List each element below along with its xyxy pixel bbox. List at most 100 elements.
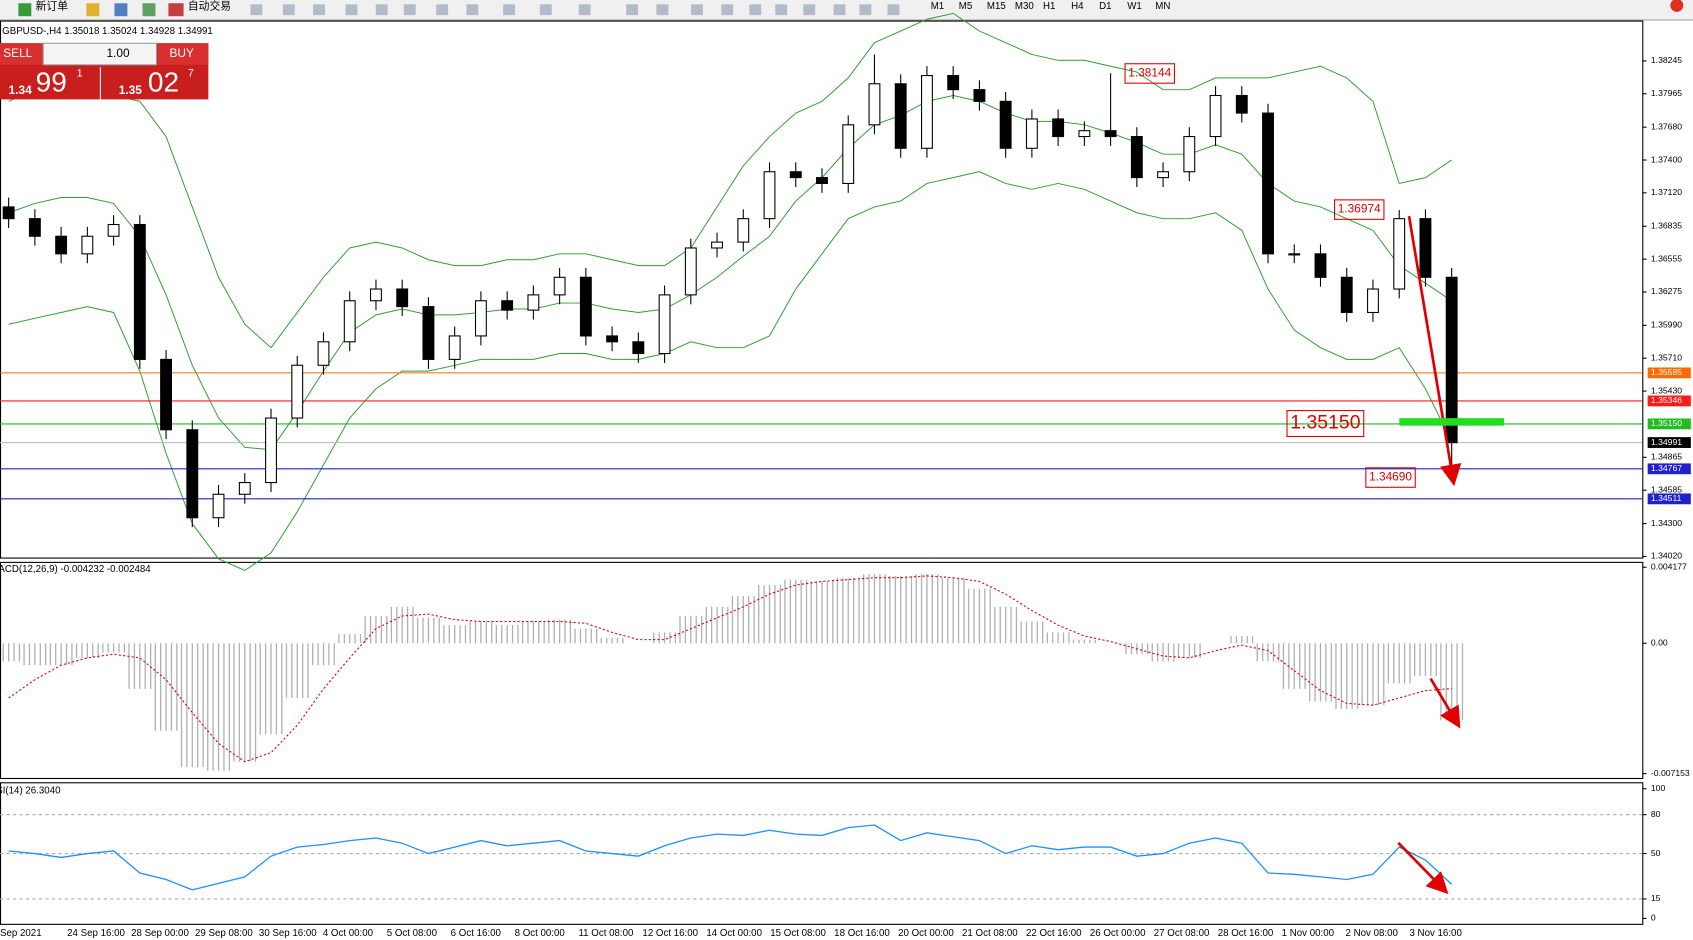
candle-body — [186, 429, 199, 519]
y-tick-label: 1.34020 — [1651, 551, 1682, 561]
tool-icon[interactable] — [142, 3, 156, 17]
timeframe[interactable]: D1 — [1099, 1, 1111, 12]
timeframe[interactable]: M30 — [1015, 1, 1034, 12]
tool-icon[interactable] — [539, 4, 552, 16]
y-tick-label: 0.004177 — [1651, 562, 1687, 572]
candle-body — [81, 235, 94, 255]
candle-body — [947, 75, 960, 91]
candle-body — [632, 341, 645, 355]
tool-icon[interactable] — [887, 4, 900, 16]
tool-icon[interactable] — [436, 4, 449, 16]
tool-icon[interactable] — [775, 4, 788, 16]
timeframe[interactable]: W1 — [1127, 1, 1142, 12]
auto-trading-icon[interactable] — [168, 3, 184, 17]
tool-icon[interactable] — [626, 4, 639, 16]
x-tick-label: 14 Oct 00:00 — [706, 928, 762, 939]
tool-icon[interactable] — [345, 4, 358, 16]
x-tick-label: 15 Oct 08:00 — [770, 928, 826, 939]
y-tick-label: 0 — [1651, 913, 1656, 923]
timeframe[interactable]: H1 — [1043, 1, 1055, 12]
candle-body — [973, 89, 986, 102]
candle-body — [579, 276, 592, 337]
candle-body — [474, 300, 487, 337]
price-annotation: 1.34690 — [1369, 470, 1412, 484]
tool-icon[interactable] — [749, 4, 762, 16]
ask-frac: 7 — [188, 67, 194, 79]
tool-icon[interactable] — [833, 4, 846, 16]
tool-icon[interactable] — [375, 4, 388, 16]
candle-body — [1235, 94, 1248, 114]
sell-button[interactable] — [0, 43, 44, 65]
timeframe[interactable]: M1 — [931, 1, 945, 12]
annotation-box — [1333, 199, 1385, 220]
y-tick-label: 1.35710 — [1651, 353, 1682, 363]
bid-big: 1.34 — [9, 83, 32, 97]
x-tick-label: 18 Oct 16:00 — [834, 928, 890, 939]
trend-arrow — [1407, 215, 1462, 487]
bollinger-lower — [8, 171, 1453, 572]
buy[interactable]: BUY — [170, 46, 194, 60]
y-tick-label: 1.37120 — [1651, 187, 1682, 197]
lot-input[interactable] — [42, 42, 158, 66]
candle-body — [1025, 118, 1038, 149]
candle-body — [317, 341, 330, 366]
candle-body — [1209, 94, 1222, 138]
tool-icon[interactable] — [691, 4, 703, 16]
y-tick-label: 0.00 — [1651, 638, 1668, 648]
timeframe[interactable]: MN — [1155, 1, 1170, 12]
candle-body — [422, 306, 435, 360]
timeframe[interactable]: M5 — [959, 1, 973, 12]
y-tick-label: 1.38245 — [1651, 55, 1682, 65]
timeframe[interactable]: H4 — [1071, 1, 1084, 12]
alert-icon[interactable] — [1670, 0, 1684, 12]
new-order-icon[interactable] — [18, 3, 32, 17]
y-tick-label: 100 — [1651, 783, 1666, 793]
tool-icon[interactable] — [403, 4, 416, 16]
tool-icon[interactable] — [859, 4, 872, 16]
sell[interactable]: SELL — [3, 46, 32, 60]
level-label: 1.35585 — [1651, 367, 1682, 377]
plot: Sep 2021 24 Sep 16:00 28 Sep 00:00 29 Sep 0… — [0, 12, 1690, 939]
buy-button[interactable] — [157, 43, 209, 65]
auto-trading[interactable]: 自动交易 — [188, 0, 231, 12]
tool-icon[interactable] — [803, 4, 816, 16]
tool-icon[interactable] — [466, 4, 479, 16]
x-tick-label: 28 Oct 16:00 — [1218, 928, 1274, 939]
candle-body — [2, 206, 15, 220]
candle-body — [1367, 288, 1379, 314]
candle-body — [711, 241, 723, 249]
candle-body — [28, 218, 41, 237]
level-tag — [1647, 437, 1691, 448]
candle-body — [816, 177, 828, 185]
one-click-panel: SELL 1.00 BUY 1.34 99 1 1.35 02 7 — [0, 42, 209, 100]
tool-icon[interactable] — [250, 4, 263, 16]
tool-icon[interactable] — [578, 4, 591, 16]
timeframe[interactable]: M15 — [987, 1, 1006, 12]
y-tick-label: 1.35430 — [1651, 385, 1682, 395]
candle-body — [1262, 112, 1274, 255]
candle-body — [789, 171, 802, 179]
macd-title: MACD(12,26,9) -0.004232 -0.002484 — [0, 564, 151, 575]
main-panel — [0, 20, 1644, 559]
candle-body — [501, 300, 514, 311]
x-tick-label: 2 Nov 08:00 — [1346, 928, 1399, 939]
x-tick-label: 3 Nov 16:00 — [1409, 928, 1462, 939]
tool-icon[interactable] — [282, 4, 295, 16]
new-order[interactable]: 新订单 — [36, 0, 69, 12]
candle-body — [999, 100, 1012, 149]
tool-icon[interactable] — [721, 4, 734, 16]
tool-icon[interactable] — [656, 4, 669, 16]
tool-icon[interactable] — [114, 3, 128, 17]
x-tick-label: 11 Oct 08:00 — [579, 928, 635, 939]
candle-body — [894, 83, 907, 149]
tool-icon[interactable] — [503, 4, 516, 16]
y-tick-label: 1.37680 — [1651, 121, 1682, 131]
tool-icon[interactable] — [313, 4, 325, 16]
level-tag — [1647, 395, 1691, 407]
tool-icon[interactable] — [86, 3, 100, 17]
lot[interactable]: 1.00 — [106, 46, 129, 60]
x-tick-label: 27 Oct 08:00 — [1154, 928, 1210, 939]
candle-body — [842, 124, 855, 185]
candle-body — [1157, 171, 1170, 179]
